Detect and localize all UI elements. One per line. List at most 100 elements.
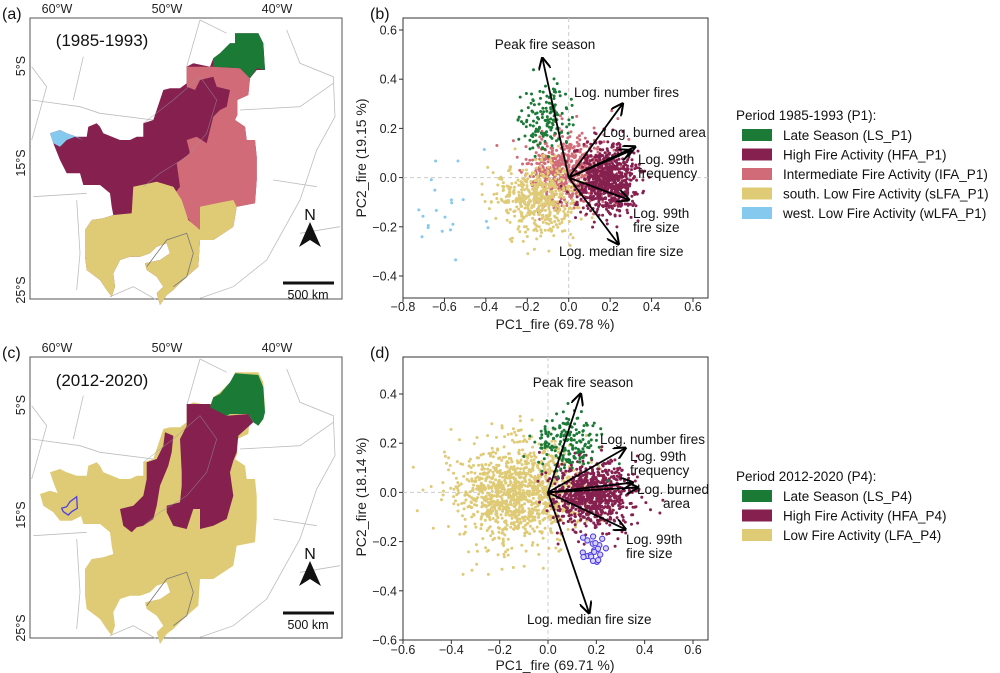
boundary-line — [31, 99, 154, 121]
scatter-point — [530, 468, 534, 472]
scatter-point — [529, 192, 533, 196]
legend-title: Period 2012-2020 (P4): — [736, 469, 876, 484]
scatter-point — [480, 484, 484, 488]
scatter-point — [465, 477, 469, 481]
scatter-point — [617, 167, 620, 171]
scatter-point — [523, 202, 527, 206]
scatter-point — [587, 504, 591, 508]
scatter-point — [540, 472, 544, 476]
x-tick-label: 0.2 — [601, 300, 618, 314]
scatter-point — [602, 545, 610, 552]
scatter-point — [580, 131, 584, 135]
scatter-point — [530, 92, 533, 96]
scatter-point — [569, 513, 573, 517]
scatter-point — [601, 499, 604, 503]
scatter-point — [609, 495, 612, 498]
scatter-point — [542, 110, 546, 114]
scatter-point — [574, 496, 578, 500]
legend-swatch — [742, 529, 772, 541]
scatter-point — [525, 462, 529, 466]
scatter-point — [560, 130, 563, 134]
scatter-point — [578, 466, 582, 469]
scatter-point — [512, 513, 516, 517]
scatter-point — [551, 426, 555, 430]
scatter-point — [566, 506, 569, 510]
scatter-point — [613, 178, 617, 182]
scatter-point — [611, 165, 615, 169]
scatter-point — [608, 523, 612, 527]
scatter-point — [503, 478, 507, 482]
scatter-point — [527, 468, 531, 472]
loading-label: area — [663, 496, 691, 511]
scatter-point — [574, 525, 577, 529]
scatter-point — [467, 550, 471, 554]
scatter-point — [577, 484, 581, 488]
scatter-point — [531, 216, 535, 220]
scatter-point — [615, 498, 619, 502]
legend-period-p4: Period 2012-2020 (P4):Late Season (LS_P4… — [736, 469, 947, 543]
scatter-point — [574, 216, 577, 220]
scatter-point — [456, 503, 460, 507]
scatter-point — [448, 464, 452, 467]
scatter-point — [538, 179, 542, 183]
scatter-point — [547, 430, 551, 434]
scatter-point — [449, 228, 452, 232]
region-ls — [210, 373, 265, 426]
scatter-point — [517, 115, 521, 119]
scatter-point — [618, 502, 622, 506]
loading-arrow — [547, 394, 581, 493]
scatter-point — [572, 484, 576, 488]
scatter-point — [589, 196, 592, 200]
scatter-point — [597, 551, 604, 558]
scatter-point — [440, 229, 444, 233]
scatter-point — [606, 505, 610, 509]
scatter-point — [486, 226, 490, 230]
scatter-point — [558, 442, 562, 446]
legend-swatch — [742, 490, 772, 502]
scatter-point — [540, 116, 544, 119]
scatter-point — [561, 479, 564, 483]
scatter-point — [549, 117, 553, 121]
scatter-point — [597, 445, 601, 449]
scatter-point — [561, 135, 564, 138]
scatter-point — [569, 442, 573, 446]
scatter-point — [561, 142, 565, 146]
scatter-point — [560, 459, 564, 462]
scatter-point — [515, 515, 518, 519]
scatter-point — [488, 468, 492, 472]
scatter-point — [595, 556, 602, 564]
scatter-point — [609, 480, 613, 483]
scatter-point — [506, 211, 510, 215]
scatter-point — [532, 454, 536, 457]
scatter-point — [572, 482, 576, 486]
scatter-point — [533, 440, 537, 444]
scatter-point — [589, 456, 593, 460]
scatter-point — [614, 489, 618, 493]
scatter-point — [544, 505, 548, 509]
scatter-point — [521, 510, 525, 514]
scatter-point — [618, 466, 622, 470]
scatter-point — [543, 228, 547, 232]
scatter-point — [502, 445, 506, 449]
scatter-point — [596, 467, 600, 471]
scatter-point — [537, 450, 541, 454]
scatter-point — [571, 446, 575, 450]
scatter-point — [609, 177, 613, 181]
scatter-point — [591, 177, 595, 181]
scatter-point — [599, 427, 603, 431]
boundary-line — [199, 368, 336, 638]
scatter-point — [574, 446, 578, 450]
scatter-point — [578, 460, 582, 464]
scatter-point — [608, 509, 612, 513]
scatter-point — [507, 200, 511, 204]
scatter-point — [618, 209, 622, 213]
scatter-point — [581, 510, 585, 514]
scatter-point — [610, 171, 613, 175]
scatter-point — [564, 469, 568, 473]
x-tick-label: 0.4 — [636, 643, 653, 657]
scatter-point — [525, 235, 529, 238]
scatter-point — [570, 103, 574, 107]
scatter-point — [526, 252, 530, 256]
scatter-point — [461, 572, 465, 576]
scatter-point — [549, 106, 553, 110]
